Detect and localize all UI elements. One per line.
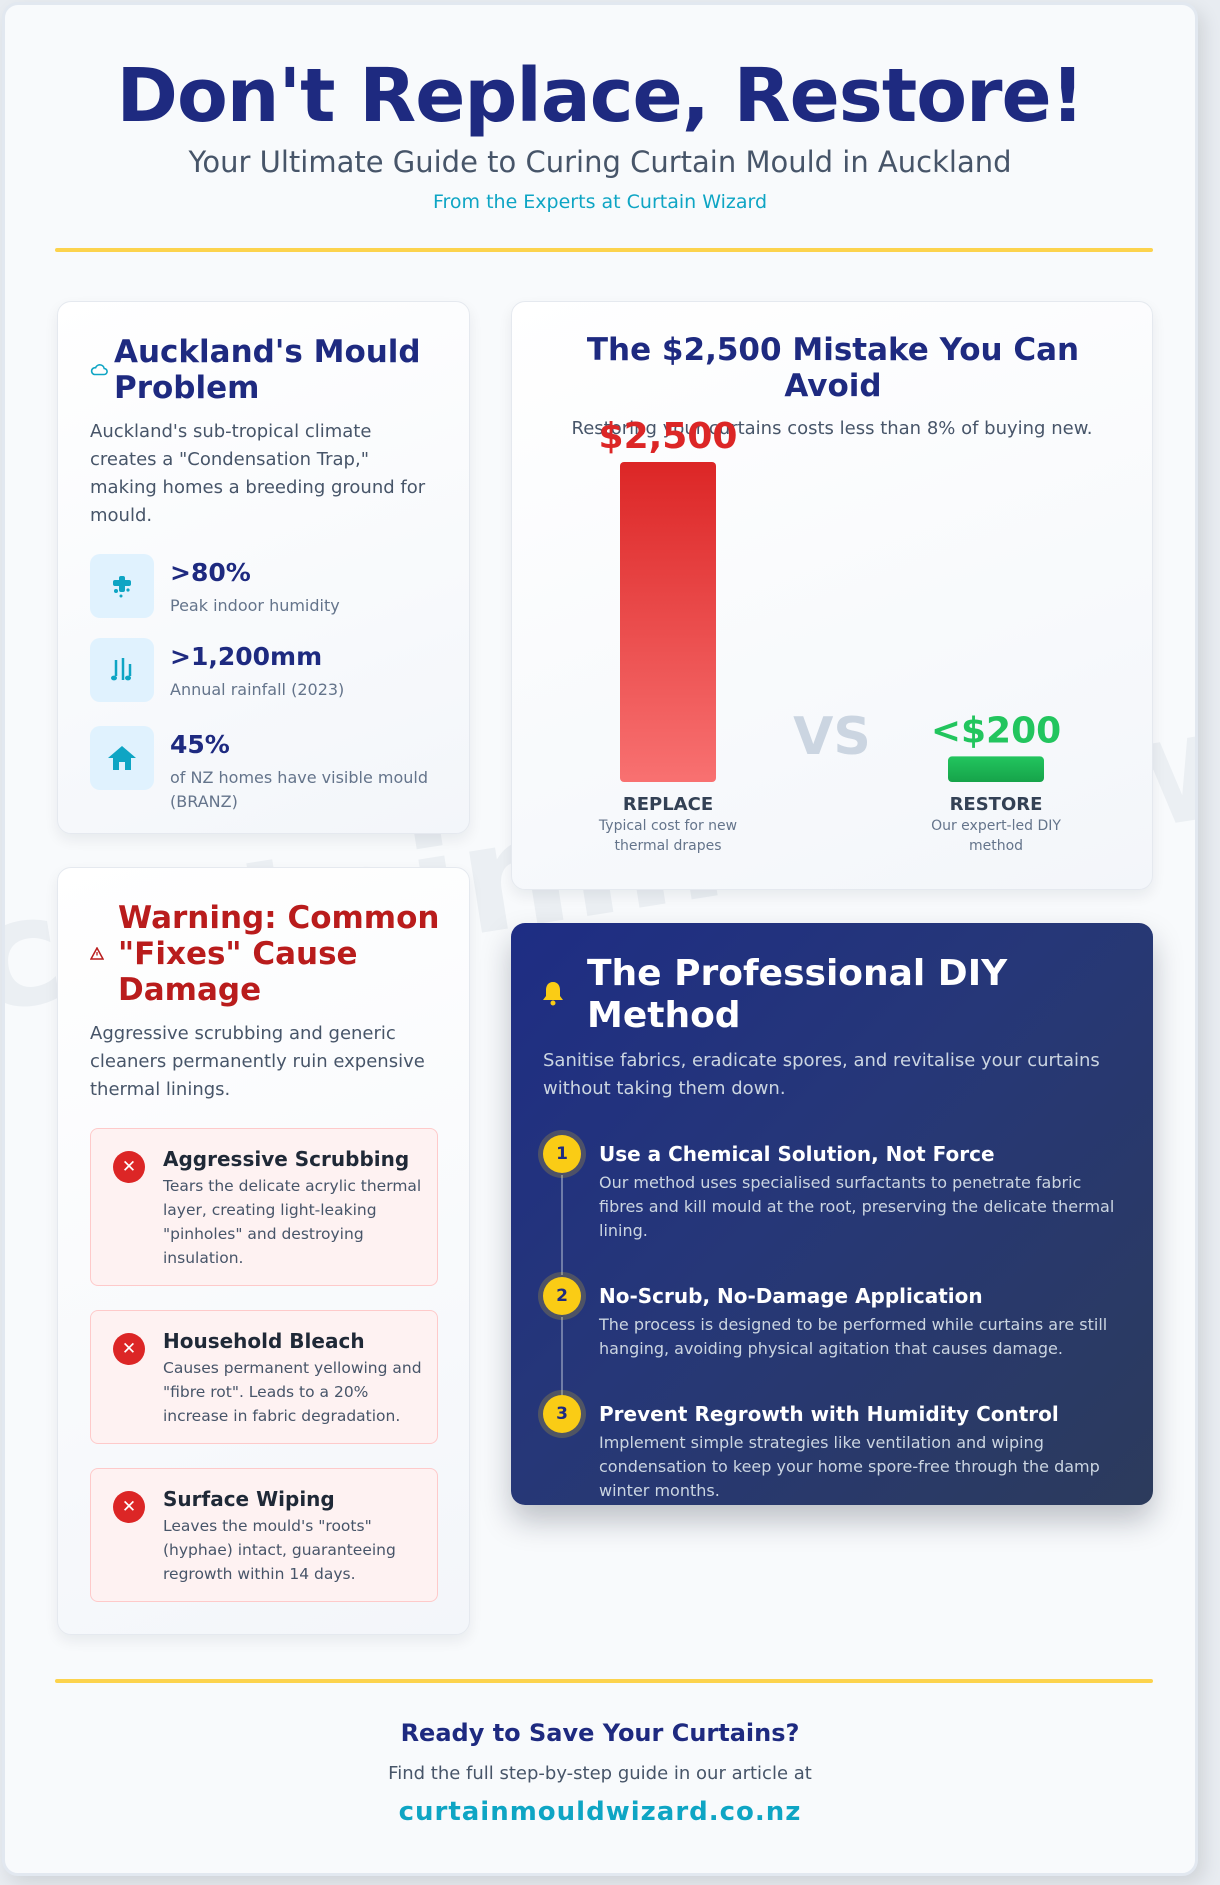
warning-item: ✕ Household Bleach Causes permanent yell… [90, 1310, 438, 1444]
vs-label: VS [793, 707, 871, 767]
diy-method-description: Sanitise fabrics, eradicate spores, and … [543, 1050, 1100, 1099]
warning-item-title: Aggressive Scrubbing [163, 1147, 410, 1171]
cost-category-label: RESTORE [950, 794, 1043, 815]
byline: From the Experts at Curtain Wizard [432, 191, 768, 213]
step-text: The process is designed to be performed … [599, 1315, 1108, 1358]
cost-description: Restoring your curtains costs less than … [571, 418, 1093, 439]
cost-value-label: <$200 [931, 710, 1061, 751]
stat-value: >1,200mm [170, 642, 323, 671]
diy-method-header: The Professional DIY Method [541, 953, 1121, 1037]
warning-icon [89, 945, 118, 964]
page-title: Don't Replace, Restore! [116, 53, 1085, 139]
stat-homes: 45% of NZ homes have visible mould (BRAN… [90, 726, 440, 811]
warning-item: ✕ Surface Wiping Leaves the mould's "roo… [90, 1468, 438, 1602]
step-number: 2 [543, 1277, 581, 1315]
cloud-icon [90, 360, 114, 381]
bell-icon [541, 980, 587, 1010]
warning-item-title: Surface Wiping [163, 1487, 335, 1511]
warning-item-title: Household Bleach [163, 1329, 365, 1353]
diy-method-card: The Professional DIY Method Sanitise fab… [511, 923, 1153, 1505]
cost-category-label: REPLACE [623, 794, 713, 815]
cost-bar-replace [620, 462, 716, 782]
mould-problem-description: Auckland's sub-tropical climate creates … [90, 421, 426, 526]
cost-value-label: $2,500 [599, 416, 738, 457]
warning-title: Warning: Common "Fixes" Cause Damage [118, 900, 440, 1008]
stat-value: 45% [170, 730, 230, 759]
footer-subtitle: Find the full step-by-step guide in our … [388, 1763, 812, 1784]
rain-icon [90, 638, 154, 702]
cost-sublabel: Typical cost for new thermal drapes [598, 818, 737, 854]
stat-humidity: >80% Peak indoor humidity [90, 554, 440, 620]
top-divider [55, 248, 1153, 252]
warning-item-text: Tears the delicate acrylic thermal layer… [163, 1177, 422, 1267]
warning-description: Aggressive scrubbing and generic cleaner… [90, 1023, 425, 1100]
cost-comparison-card: The $2,500 Mistake You Can Avoid Restori… [511, 301, 1153, 890]
stat-rainfall: >1,200mm Annual rainfall (2023) [90, 638, 440, 704]
home-icon [90, 726, 154, 790]
step-number: 3 [543, 1395, 581, 1433]
stat-label: Peak indoor humidity [170, 596, 340, 615]
infographic-page: curtainmouldwizard.co.nz Don't Replace, … [2, 2, 1198, 1876]
warning-card: Warning: Common "Fixes" Cause Damage Agg… [57, 867, 470, 1635]
stat-value: >80% [170, 558, 251, 587]
step-title: No-Scrub, No-Damage Application [599, 1284, 983, 1308]
close-circle-icon: ✕ [113, 1151, 145, 1183]
diy-method-title: The Professional DIY Method [587, 953, 1008, 1036]
warning-item-text: Leaves the mould's "roots" (hyphae) inta… [163, 1517, 396, 1583]
step-connector [561, 1175, 563, 1275]
step-title: Use a Chemical Solution, Not Force [599, 1142, 995, 1166]
mould-problem-title: Auckland's Mould Problem [114, 334, 421, 406]
step-text: Our method uses specialised surfactants … [599, 1173, 1115, 1240]
close-circle-icon: ✕ [113, 1491, 145, 1523]
warning-header: Warning: Common "Fixes" Cause Damage [89, 900, 450, 1008]
cost-bar-restore [948, 756, 1044, 782]
cost-sublabel: Our expert-led DIY method [931, 818, 1061, 854]
page-subtitle: Your Ultimate Guide to Curing Curtain Mo… [188, 145, 1012, 179]
cost-title: The $2,500 Mistake You Can Avoid [586, 332, 1080, 404]
bottom-divider [55, 1679, 1153, 1683]
website-link[interactable]: curtainmouldwizard.co.nz [398, 1797, 802, 1827]
stat-label: of NZ homes have visible mould (BRANZ) [170, 768, 428, 811]
warning-item-text: Causes permanent yellowing and "fibre ro… [163, 1359, 422, 1425]
cost-bar-chart: $2,500 REPLACE Typical cost for new thermal… [598, 416, 1061, 854]
step-connector [561, 1317, 563, 1397]
step-text: Implement simple strategies like ventila… [599, 1433, 1100, 1500]
step-number: 1 [543, 1135, 581, 1173]
humidity-icon [90, 554, 154, 618]
close-circle-icon: ✕ [113, 1333, 145, 1365]
mould-problem-header: Auckland's Mould Problem [90, 334, 450, 406]
mould-problem-card: Auckland's Mould Problem Auckland's sub-… [57, 301, 470, 834]
warning-item: ✕ Aggressive Scrubbing Tears the delicat… [90, 1128, 438, 1286]
footer-title: Ready to Save Your Curtains? [400, 1719, 800, 1747]
step-title: Prevent Regrowth with Humidity Control [599, 1402, 1059, 1426]
stat-label: Annual rainfall (2023) [170, 680, 345, 699]
